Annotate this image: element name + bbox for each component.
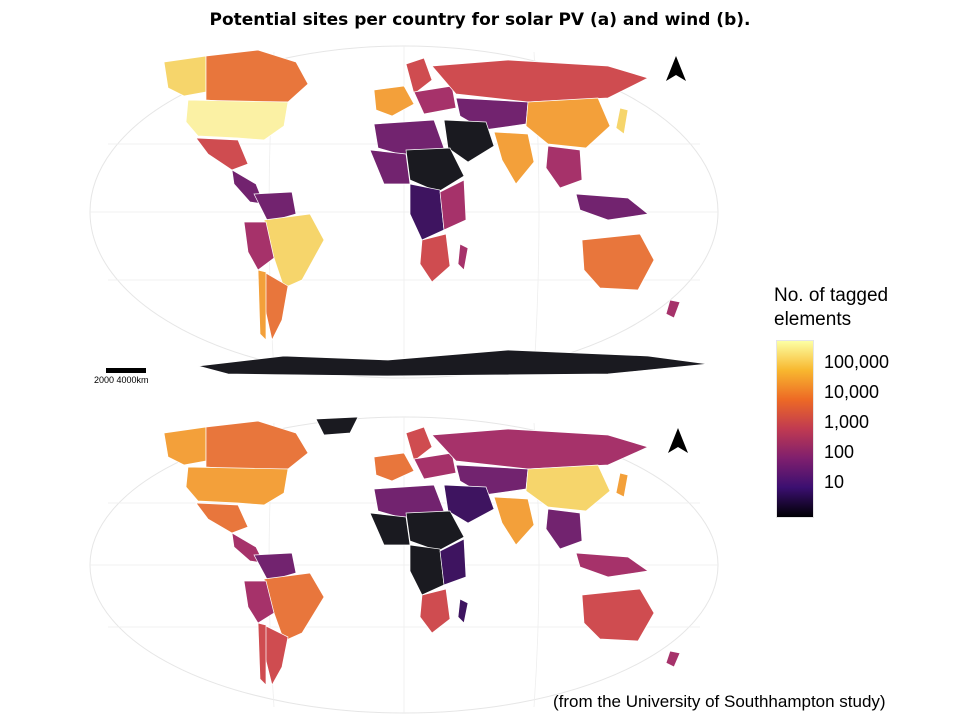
color-legend: No. of tagged elements 100,000 10,000 1,…: [774, 284, 944, 524]
region-eastern-europe: [413, 85, 457, 115]
region-usa: [185, 99, 289, 141]
region-japan: [615, 472, 629, 498]
region-sahel: [405, 147, 465, 193]
world-map-solar-pv: [88, 44, 720, 380]
region-china: [525, 464, 611, 512]
region-western-europe: [373, 85, 415, 117]
region-eastern-europe: [413, 452, 457, 480]
region-antarctica: [197, 349, 709, 377]
region-western-europe: [373, 452, 415, 482]
region-scandinavia: [405, 57, 433, 95]
region-new-zealand: [665, 299, 681, 319]
region-sahel: [405, 510, 465, 552]
region-mexico: [195, 137, 249, 171]
region-southeast-asia: [545, 508, 583, 550]
region-usa: [185, 466, 289, 506]
region-east-africa: [439, 179, 467, 231]
legend-label: 100,000: [824, 352, 890, 372]
region-chile: [257, 269, 267, 341]
region-peru-bolivia: [243, 221, 275, 271]
region-india: [493, 496, 535, 546]
region-indonesia: [575, 193, 649, 221]
region-southern-africa: [419, 588, 451, 634]
scale-bar-label: 2000 4000km: [94, 375, 149, 385]
region-east-africa: [439, 538, 467, 586]
legend-title-line: No. of tagged: [774, 285, 889, 306]
legend-title-line: elements: [774, 309, 852, 330]
region-japan: [615, 107, 629, 135]
region-indonesia: [575, 552, 649, 578]
region-russia: [431, 59, 649, 103]
region-peru-bolivia: [243, 580, 275, 624]
region-central-africa: [409, 544, 445, 596]
legend-title: No. of tagged elements: [774, 284, 944, 332]
region-australia: [581, 233, 655, 291]
region-venezuela-colombia: [253, 552, 297, 582]
figure-title: Potential sites per country for solar PV…: [209, 10, 751, 30]
world-map-wind: [88, 415, 720, 715]
region-alaska: [163, 426, 207, 466]
region-scandinavia: [405, 426, 433, 462]
region-middle-east: [443, 484, 495, 524]
region-middle-east: [443, 119, 495, 163]
scale-bar-segment: [106, 368, 146, 373]
region-new-zealand: [665, 650, 681, 668]
legend-label: 100: [824, 442, 855, 462]
region-madagascar: [457, 598, 469, 624]
region-russia: [431, 428, 649, 470]
legend-label: 10,000: [824, 382, 880, 402]
legend-label: 1,000: [824, 412, 870, 432]
region-venezuela-colombia: [253, 191, 297, 223]
north-arrow-icon: [667, 427, 689, 455]
north-arrow-icon: [665, 55, 687, 83]
region-central-africa: [409, 183, 445, 241]
region-southern-africa: [419, 233, 451, 283]
region-australia: [581, 588, 655, 642]
region-greenland: [315, 416, 359, 436]
scale-bar: 2000 4000km: [92, 366, 222, 385]
region-southeast-asia: [545, 145, 583, 189]
region-madagascar: [457, 243, 469, 271]
region-alaska: [163, 55, 207, 97]
region-india: [493, 131, 535, 185]
region-china: [525, 97, 611, 149]
legend-color-ramp: [776, 340, 814, 518]
region-chile: [257, 622, 267, 686]
region-mexico: [195, 502, 249, 534]
legend-label: 10: [824, 472, 845, 492]
source-credit: (from the University of Southhampton stu…: [553, 692, 886, 711]
